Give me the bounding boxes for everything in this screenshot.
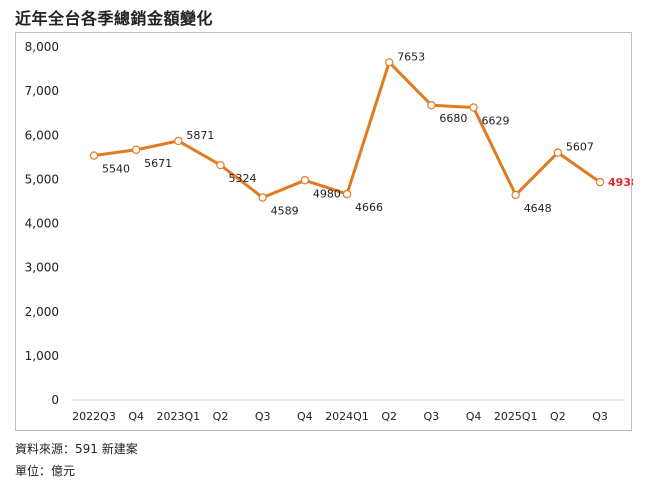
data-point-marker <box>89 151 99 160</box>
data-point-marker <box>131 145 141 154</box>
y-tick-label: 0 <box>51 393 59 407</box>
x-tick-label: 2022Q3 <box>72 410 116 423</box>
data-point-marker <box>595 177 605 187</box>
data-label: 7653 <box>397 50 425 63</box>
data-point-marker <box>342 189 352 199</box>
x-tick-label: Q2 <box>213 410 229 423</box>
x-tick-label: 2025Q1 <box>494 410 538 423</box>
y-tick-label: 6,000 <box>25 128 59 142</box>
data-point-marker <box>174 136 183 146</box>
data-point-marker <box>553 148 563 157</box>
x-tick-label: Q3 <box>592 410 608 423</box>
data-point-marker <box>258 193 267 202</box>
x-tick-label: Q2 <box>381 410 397 423</box>
data-point-marker <box>384 58 394 67</box>
y-tick-label: 2,000 <box>25 305 59 319</box>
y-tick-label: 5,000 <box>25 172 59 186</box>
data-label: 4666 <box>355 201 383 214</box>
data-point-marker <box>216 160 225 170</box>
data-label: 5324 <box>229 172 257 185</box>
data-label: 4589 <box>271 205 299 218</box>
data-label: 5871 <box>186 129 214 142</box>
data-label: 4980 <box>313 187 341 200</box>
x-tick-label: Q3 <box>424 410 440 423</box>
data-label: 5607 <box>566 141 594 154</box>
unit-note: 單位：億元 <box>15 464 76 478</box>
data-label: 6629 <box>482 114 510 127</box>
y-tick-label: 7,000 <box>25 84 59 98</box>
chart-title: 近年全台各季總銷金額變化 <box>15 9 214 28</box>
data-label: 4938 <box>608 176 633 189</box>
data-point-marker <box>469 103 478 112</box>
x-tick-label: Q2 <box>550 410 566 423</box>
data-point-marker <box>427 101 436 110</box>
y-tick-label: 3,000 <box>25 261 59 275</box>
data-label: 6680 <box>439 112 467 125</box>
x-tick-label: 2023Q1 <box>157 410 201 423</box>
y-tick-label: 4,000 <box>25 217 59 231</box>
data-label: 5540 <box>102 163 130 176</box>
data-label: 4648 <box>524 202 552 215</box>
x-tick-label: Q3 <box>255 410 271 423</box>
line-chart: 0 1,000 2,000 3,000 4,000 5,000 6,000 7,000 8,00… <box>25 40 633 423</box>
x-tick-label: 2024Q1 <box>325 410 369 423</box>
chart-frame: 0 1,000 2,000 3,000 4,000 5,000 6,000 7,000 8,00… <box>15 32 633 431</box>
x-tick-label: Q4 <box>466 410 482 423</box>
series-line <box>92 60 602 199</box>
data-source-note: 資料來源：591 新建案 <box>15 442 138 456</box>
data-point-marker <box>511 190 520 200</box>
data-label: 5671 <box>144 157 172 170</box>
y-tick-label: 8,000 <box>25 40 59 54</box>
x-tick-label: Q4 <box>128 410 144 423</box>
y-tick-label: 1,000 <box>25 349 59 363</box>
x-tick-label: Q4 <box>297 410 313 423</box>
data-point-marker <box>300 176 310 185</box>
